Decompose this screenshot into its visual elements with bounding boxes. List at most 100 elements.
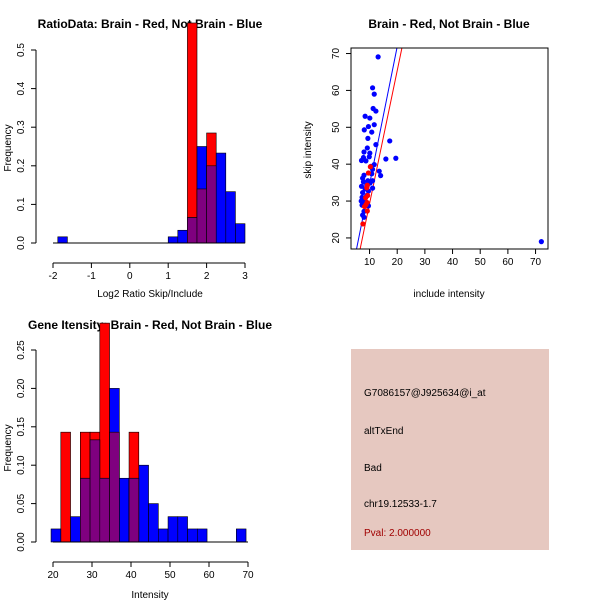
gene-intensity-histogram-not-brain-bar xyxy=(177,516,188,543)
gene-intensity-histogram-y-tick-label: 0.05 xyxy=(16,493,27,513)
gene-intensity-histogram-not-brain-bar xyxy=(236,528,247,543)
not-brain-point xyxy=(538,239,544,245)
not-brain-point xyxy=(361,149,367,155)
not-brain-point xyxy=(369,129,375,135)
intensity-scatter-y-tick-label: 60 xyxy=(331,84,342,96)
brain-point xyxy=(363,195,369,201)
brain-point xyxy=(365,170,372,176)
ratio-histogram-not-brain-bar xyxy=(177,229,188,244)
ratio-histogram-overlap-bar xyxy=(206,165,217,244)
gene-intensity-histogram-brain-bar xyxy=(60,431,71,543)
intensity-scatter-frame xyxy=(350,47,549,250)
intensity-scatter-x-tick-label: 20 xyxy=(392,257,404,268)
ratio-histogram-brain-bar xyxy=(187,22,198,244)
not-brain-point xyxy=(360,179,367,185)
fit-line-red xyxy=(359,48,403,249)
not-brain-point xyxy=(365,135,371,141)
not-brain-point xyxy=(363,158,369,164)
not-brain-point xyxy=(369,85,376,91)
intensity-scatter: Brain - Red, Not Brain - Blue 10 20 30 40 50… xyxy=(303,17,549,300)
gene-intensity-histogram-not-brain-bar xyxy=(50,528,62,543)
ratio-histogram-y-tick-label: 0.4 xyxy=(16,81,27,95)
intensity-scatter-x-tick-label: 30 xyxy=(419,257,431,268)
gene-intensity-histogram-not-brain-bar xyxy=(119,477,130,543)
gene-intensity-histogram-y-tick-label: 0.15 xyxy=(16,417,27,437)
gene-intensity-histogram-overlap-bar xyxy=(128,477,140,543)
gene-intensity-histogram-y-tick-label: 0.25 xyxy=(16,340,27,360)
brain-point xyxy=(364,185,370,191)
gene-intensity-histogram-y-tick-label: 0.00 xyxy=(16,532,27,552)
ratio-histogram: RatioData: Brain - Red, Not Brain - Blue… xyxy=(3,17,263,300)
gene-intensity-histogram-ylabel: Frequency xyxy=(3,424,14,471)
not-brain-point xyxy=(364,145,370,151)
ratio-histogram-not-brain-bar xyxy=(167,236,179,244)
not-brain-point xyxy=(362,113,368,119)
intensity-scatter-x-tick-label: 40 xyxy=(447,257,459,268)
gene-intensity-histogram: Gene Itensity: Brain - Red, Not Brain - … xyxy=(3,318,272,600)
not-brain-point xyxy=(376,168,382,174)
gene-intensity-histogram-overlap-bar xyxy=(89,439,101,543)
not-brain-point xyxy=(360,189,366,196)
quality-text: Bad xyxy=(364,463,382,474)
ratio-histogram-bars xyxy=(53,22,246,244)
intensity-scatter-title: Brain - Red, Not Brain - Blue xyxy=(368,17,530,31)
probe-id-text: G7086157@J925634@i_at xyxy=(364,388,486,399)
ratio-histogram-axes: -2 -1 0 1 2 3 0.0 0.1 0.2 0.3 0.4 0.5 xyxy=(16,43,248,282)
gene-intensity-histogram-y-tick-label: 0.10 xyxy=(16,455,27,475)
gene-intensity-histogram-not-brain-bar xyxy=(148,503,159,543)
gene-intensity-histogram-x-tick-label: 30 xyxy=(86,570,98,581)
not-brain-point xyxy=(371,122,377,128)
not-brain-point xyxy=(358,157,365,164)
gene-intensity-histogram-xlabel: Intensity xyxy=(131,590,168,600)
gene-intensity-histogram-x-tick-label: 60 xyxy=(203,570,215,581)
not-brain-point xyxy=(373,108,379,114)
ratio-histogram-y-tick-label: 0.0 xyxy=(16,236,27,250)
event-type-text: altTxEnd xyxy=(364,426,403,437)
gene-intensity-histogram-y-tick-label: 0.20 xyxy=(16,378,27,398)
info-panel-background xyxy=(351,349,549,550)
gene-intensity-histogram-axes: 20 30 40 50 60 70 0.00 0.05 0.10 0.15 0.20 0.25 xyxy=(16,340,254,581)
pval-text: Pval: 2.000000 xyxy=(364,528,431,539)
ratio-histogram-title: RatioData: Brain - Red, Not Brain - Blue xyxy=(38,17,263,31)
gene-intensity-histogram-x-tick-label: 50 xyxy=(164,570,176,581)
gene-intensity-histogram-not-brain-bar xyxy=(70,516,81,543)
ratio-histogram-y-tick-label: 0.3 xyxy=(16,120,27,134)
gene-intensity-histogram-not-brain-bar xyxy=(167,516,179,543)
gene-intensity-histogram-not-brain-bar xyxy=(138,464,149,543)
gene-intensity-histogram-not-brain-bar xyxy=(197,528,208,543)
not-brain-point xyxy=(365,123,372,130)
brain-point xyxy=(361,203,368,210)
brain-point xyxy=(360,221,366,227)
ratio-histogram-x-tick-label: 1 xyxy=(165,271,171,282)
ratio-histogram-x-tick-label: -2 xyxy=(49,271,58,282)
not-brain-point xyxy=(378,173,384,179)
ratio-histogram-not-brain-bar xyxy=(225,191,236,244)
gene-intensity-histogram-overlap-bar xyxy=(80,477,91,543)
not-brain-point xyxy=(375,54,381,60)
intensity-scatter-x-tick-label: 10 xyxy=(364,257,376,268)
not-brain-point xyxy=(387,138,393,144)
ratio-histogram-y-tick-label: 0.1 xyxy=(16,197,27,211)
not-brain-point xyxy=(366,154,372,160)
ratio-histogram-x-tick-label: 3 xyxy=(242,271,248,282)
intensity-scatter-x-tick-label: 50 xyxy=(475,257,487,268)
brain-point xyxy=(364,208,370,214)
gene-intensity-histogram-bars xyxy=(50,322,248,543)
intensity-scatter-axes: 10 20 30 40 50 60 70 20 30 40 50 60 70 xyxy=(331,47,549,268)
intensity-scatter-x-tick-label: 70 xyxy=(530,257,542,268)
ratio-histogram-x-tick-label: -1 xyxy=(87,271,96,282)
not-brain-point xyxy=(361,127,367,133)
ratio-histogram-not-brain-bar xyxy=(235,223,246,244)
not-brain-point xyxy=(361,214,367,220)
ratio-histogram-y-tick-label: 0.5 xyxy=(16,43,27,57)
gene-intensity-histogram-x-tick-label: 40 xyxy=(125,570,137,581)
ratio-histogram-overlap-bar xyxy=(196,188,207,244)
not-brain-point xyxy=(373,142,379,148)
intensity-scatter-x-tick-label: 60 xyxy=(502,257,514,268)
ratio-histogram-not-brain-bar xyxy=(57,236,68,244)
brain-point xyxy=(367,164,373,170)
ratio-histogram-x-tick-label: 0 xyxy=(127,271,133,282)
location-text: chr19.12533-1.7 xyxy=(364,499,437,510)
not-brain-point xyxy=(393,155,399,161)
